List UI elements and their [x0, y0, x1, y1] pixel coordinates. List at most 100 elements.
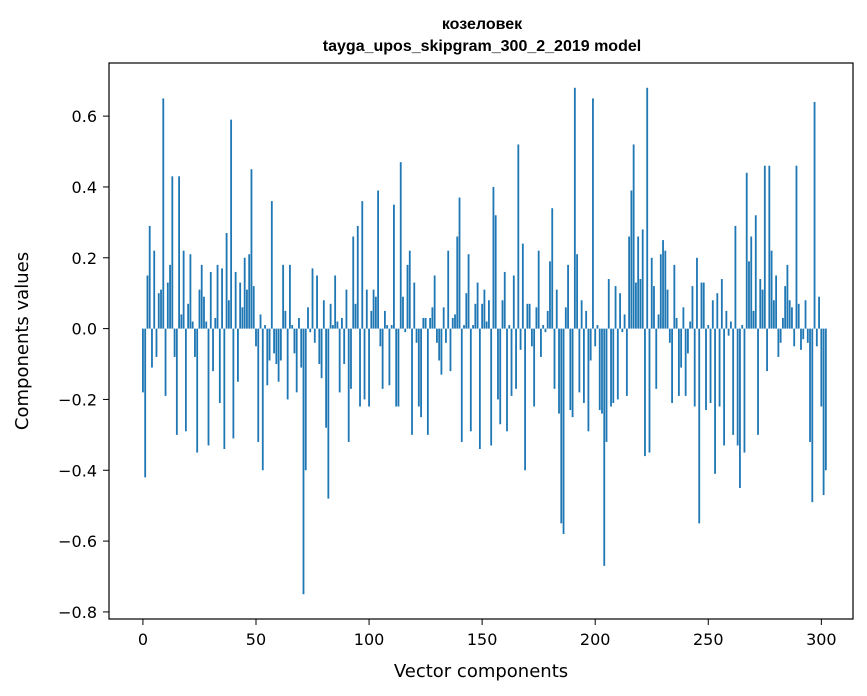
bar — [252, 286, 255, 329]
bar — [637, 236, 640, 329]
bar — [334, 275, 337, 329]
bar — [395, 328, 398, 407]
x-axis-ticks: 0 50 100 150 200 250 300 — [138, 619, 837, 649]
bar — [675, 317, 678, 329]
bar — [727, 328, 730, 336]
bar — [146, 275, 149, 329]
bar — [273, 328, 275, 354]
bar — [655, 328, 658, 389]
bar — [307, 307, 309, 329]
bar — [635, 282, 637, 329]
bar — [673, 264, 676, 329]
bar — [521, 243, 524, 329]
y-tick-label: −0.8 — [58, 603, 97, 622]
bar — [431, 307, 434, 329]
bar — [677, 328, 680, 396]
bar — [381, 328, 384, 389]
bar — [264, 325, 266, 329]
bar — [750, 236, 753, 329]
bar — [442, 307, 445, 329]
bar — [795, 165, 798, 329]
bar — [436, 328, 438, 343]
bar — [248, 254, 251, 329]
bar — [671, 328, 673, 403]
bar — [501, 300, 504, 329]
bar — [811, 328, 814, 503]
bar — [490, 328, 493, 446]
bar — [610, 328, 612, 407]
bar — [250, 169, 253, 329]
bar — [605, 328, 608, 442]
bar — [748, 261, 750, 329]
bar — [257, 328, 260, 442]
bar — [809, 328, 811, 442]
plot-frame — [108, 62, 854, 620]
bar — [449, 328, 452, 372]
bar — [148, 225, 151, 329]
bar — [171, 176, 174, 329]
chart-title: козеловек — [442, 16, 523, 33]
bar — [503, 271, 506, 329]
bar — [166, 282, 169, 329]
bar — [327, 328, 330, 499]
bar — [343, 328, 346, 365]
bar — [282, 264, 285, 329]
bar — [653, 286, 655, 329]
bar — [413, 282, 416, 329]
bar — [682, 307, 685, 329]
bar — [569, 328, 572, 411]
bar — [415, 328, 418, 343]
bar — [714, 328, 716, 474]
bar — [718, 328, 721, 407]
bar — [524, 328, 526, 471]
bar — [404, 328, 407, 333]
bar — [729, 321, 732, 329]
bar — [589, 328, 592, 361]
bar — [429, 317, 432, 329]
bar — [781, 317, 784, 329]
bar — [800, 328, 802, 350]
bar — [318, 328, 321, 365]
bar — [460, 328, 463, 442]
bar — [458, 197, 461, 329]
bar — [546, 310, 549, 329]
bar — [379, 328, 382, 347]
bar — [689, 321, 692, 329]
bar — [451, 317, 454, 329]
bar — [510, 328, 513, 396]
x-axis-label: Vector components — [394, 661, 568, 682]
bar — [144, 328, 147, 478]
bar — [759, 279, 762, 329]
bar — [205, 321, 208, 329]
bar — [246, 289, 248, 329]
y-tick-label: 0.6 — [72, 107, 97, 126]
bar — [472, 325, 474, 329]
bar — [499, 328, 502, 425]
bar — [474, 303, 477, 329]
bar — [691, 286, 694, 329]
y-axis-label: Components values — [12, 252, 33, 430]
bar — [705, 328, 707, 411]
x-tick-label: 150 — [467, 630, 498, 649]
bar — [497, 328, 499, 400]
bar — [388, 328, 391, 386]
bar — [304, 328, 307, 471]
bar — [476, 282, 479, 329]
bar — [417, 328, 420, 407]
bar — [259, 314, 262, 329]
bar — [571, 328, 574, 418]
bar — [707, 325, 710, 329]
bar — [659, 254, 662, 329]
y-tick-label: 0.4 — [72, 178, 97, 197]
bar — [802, 328, 805, 340]
bar — [723, 328, 726, 446]
bar — [465, 293, 468, 329]
bar — [573, 87, 576, 329]
bar — [788, 300, 791, 329]
bar — [433, 275, 436, 329]
bar — [512, 275, 515, 329]
bar — [221, 268, 223, 329]
bar — [408, 250, 411, 329]
y-tick-label: −0.2 — [58, 390, 97, 409]
bar-series — [142, 87, 827, 595]
